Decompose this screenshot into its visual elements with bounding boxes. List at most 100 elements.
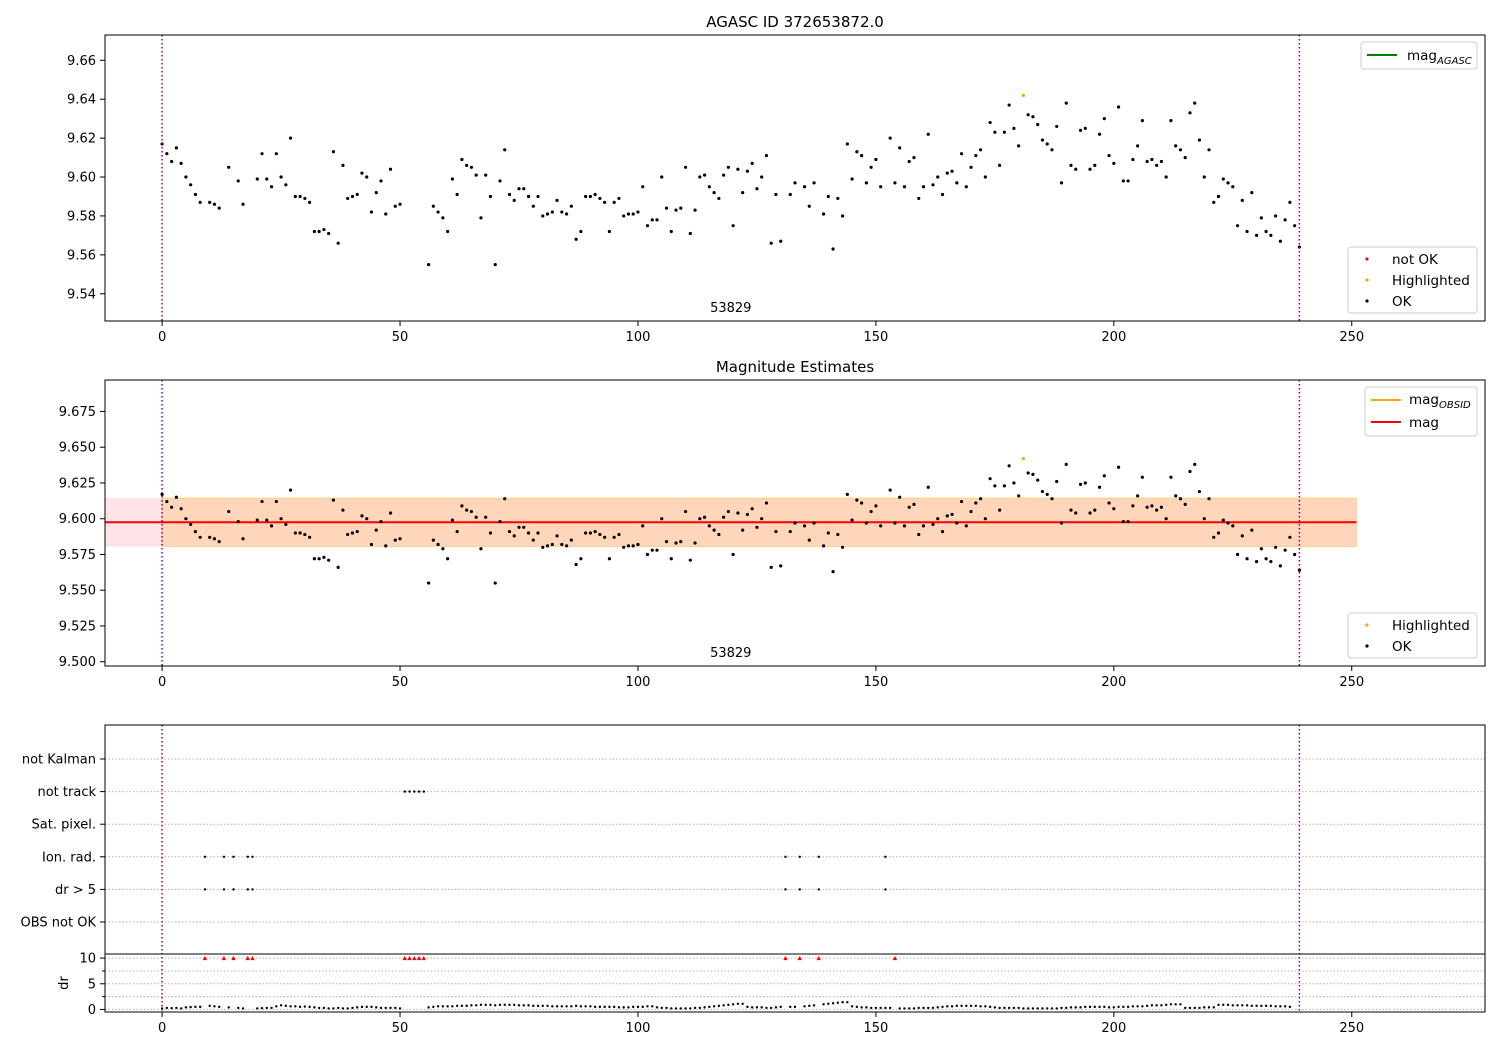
flag-point	[246, 855, 249, 858]
flag-point	[817, 888, 820, 891]
ok-point	[1235, 552, 1240, 557]
flag-point	[408, 790, 411, 793]
ok-point	[931, 522, 935, 527]
ok-point	[379, 179, 383, 183]
dr-point	[579, 1005, 583, 1008]
ok-point	[531, 538, 535, 542]
ok-point	[907, 505, 911, 509]
dr-point	[1283, 1005, 1287, 1008]
dr-point	[903, 1007, 906, 1010]
ok-point	[1193, 101, 1197, 105]
legend-marker	[1365, 299, 1369, 303]
ok-point	[350, 194, 355, 199]
dr-point	[831, 1002, 835, 1005]
ok-point	[945, 171, 949, 175]
x-tick-label: 0	[158, 330, 166, 345]
dr-point	[1260, 1004, 1263, 1008]
legend-label: OK	[1392, 639, 1413, 655]
x-tick-label: 250	[1339, 675, 1364, 690]
ok-point	[1254, 233, 1259, 237]
dr-point	[1117, 1005, 1120, 1009]
ok-point	[308, 535, 312, 539]
ok-point	[1193, 462, 1197, 466]
ok-point	[1136, 494, 1140, 498]
obsid-label: 53829	[710, 301, 751, 316]
dr-point	[470, 1004, 473, 1007]
ok-point	[1007, 464, 1011, 468]
flag-point	[203, 855, 207, 858]
ok-point	[893, 521, 897, 525]
dr-point	[898, 1007, 901, 1010]
ok-point	[1159, 505, 1164, 509]
ok-point	[836, 196, 840, 201]
ok-point	[584, 194, 588, 199]
ok-point	[622, 214, 626, 218]
ok-point	[1240, 198, 1244, 202]
ok-point	[331, 498, 336, 502]
dr-point	[974, 1004, 978, 1008]
legend-label: OK	[1392, 294, 1413, 310]
dr-point	[170, 1006, 173, 1010]
ok-point	[436, 210, 440, 214]
ok-point	[450, 518, 454, 522]
ok-point	[465, 508, 469, 512]
ok-point	[1197, 489, 1202, 494]
ok-point	[388, 511, 393, 515]
ok-point	[669, 557, 673, 561]
ok-point	[688, 558, 692, 562]
dr-point	[874, 1006, 878, 1010]
dr-point	[213, 1005, 216, 1008]
ok-point	[522, 525, 526, 529]
ok-point	[940, 529, 945, 534]
ok-point	[612, 200, 616, 204]
ok-point	[826, 194, 830, 199]
ok-point	[465, 163, 469, 167]
dr-point	[827, 1002, 830, 1005]
dr-point	[793, 1005, 797, 1009]
dr-clipped-marker	[250, 955, 255, 961]
dr-point	[484, 1003, 487, 1007]
ok-point	[1102, 117, 1106, 121]
x-tick-label: 150	[863, 1021, 888, 1036]
legend-marker	[1365, 257, 1369, 261]
dr-point	[746, 1005, 749, 1009]
ok-point	[1126, 519, 1130, 524]
ok-point	[655, 548, 659, 552]
dr-point	[446, 1005, 449, 1008]
flag-point	[884, 888, 887, 891]
ok-point	[931, 183, 935, 187]
dr-point	[1226, 1003, 1230, 1007]
dr-point	[922, 1006, 925, 1010]
dr-clipped-marker	[221, 955, 227, 961]
dr-point	[479, 1003, 483, 1007]
panel-title: Magnitude Estimates	[716, 358, 874, 376]
ok-point	[1250, 528, 1254, 532]
ok-point	[308, 200, 312, 204]
ok-point	[327, 558, 331, 562]
ok-point	[431, 204, 435, 208]
ok-point	[474, 173, 478, 177]
ok-point	[564, 212, 569, 216]
ok-point	[902, 524, 907, 528]
ok-point	[607, 557, 612, 561]
dr-point	[617, 1006, 621, 1009]
legend-label: magAGASC	[1407, 48, 1472, 67]
dr-point	[908, 1007, 911, 1010]
ok-point	[1226, 181, 1230, 185]
ok-point	[631, 212, 635, 216]
ok-point	[1131, 157, 1135, 162]
ok-point	[493, 262, 497, 267]
ok-point	[631, 544, 635, 548]
dr-point	[936, 1006, 939, 1009]
dr-point	[175, 1006, 178, 1010]
ok-point	[736, 167, 740, 171]
ok-point	[1097, 485, 1102, 489]
dr-point	[284, 1004, 288, 1008]
ok-point	[1116, 465, 1121, 469]
ok-point	[779, 239, 783, 243]
ok-point	[1293, 552, 1297, 557]
ok-point	[1250, 190, 1254, 195]
ok-point	[1245, 557, 1249, 561]
ok-point	[807, 204, 811, 208]
ok-point	[712, 190, 716, 195]
